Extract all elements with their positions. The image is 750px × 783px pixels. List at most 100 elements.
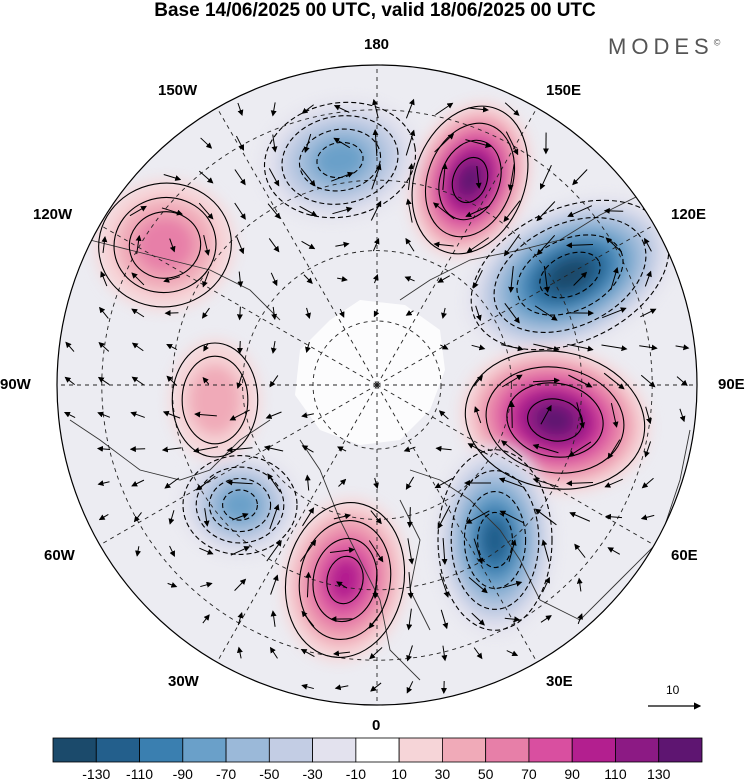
wind-vector: [100, 271, 108, 287]
wind-vector: [373, 477, 379, 489]
wind-vector: [130, 411, 145, 418]
wind-vector: [506, 650, 519, 657]
wind-vector: [541, 539, 550, 562]
wind-vector: [437, 275, 451, 283]
contour-line: [326, 555, 364, 605]
wind-vector: [465, 139, 492, 148]
wind-vector: [99, 306, 109, 319]
wind-vector: [502, 580, 523, 589]
meridian-line: [376, 384, 538, 663]
anomaly-fill: [135, 217, 195, 273]
latitude-circle: [312, 320, 442, 450]
wind-vector: [302, 507, 315, 527]
wind-vector: [679, 408, 686, 423]
wind-vector: [131, 376, 144, 386]
contour-line: [281, 115, 399, 205]
wind-vector: [503, 234, 520, 257]
wind-vector: [610, 403, 619, 428]
lon-label-180: 180: [364, 36, 390, 53]
wind-vector: [465, 205, 491, 218]
meridian-line: [216, 384, 378, 663]
wind-vector: [270, 340, 277, 354]
wind-vector: [473, 538, 484, 565]
wind-vector: [301, 683, 314, 690]
anomaly-fill: [313, 139, 367, 181]
contour-line: [181, 355, 249, 445]
wind-vector: [607, 547, 621, 555]
wind-vector: [577, 613, 583, 625]
wind-vector: [236, 646, 243, 659]
colorbar-tick-label: -10: [345, 766, 366, 782]
wind-vector: [200, 581, 213, 588]
wind-vector: [199, 547, 214, 555]
wind-vector: [406, 507, 413, 528]
wind-vector: [305, 341, 311, 354]
wind-vector: [373, 309, 380, 318]
wind-vector: [539, 164, 552, 190]
wind-vector: [499, 510, 524, 524]
colorbar-tick-label: 30: [434, 766, 451, 782]
graticule: [57, 65, 697, 705]
wind-vector: [536, 201, 556, 222]
anomaly-fill: [220, 487, 260, 523]
wind-vector: [603, 372, 625, 390]
wind-vector: [372, 98, 379, 119]
wind-vector: [504, 616, 521, 623]
wind-vector: [498, 477, 525, 488]
contour-line: [438, 139, 502, 221]
wind-vector: [372, 274, 379, 284]
wind-vector: [300, 167, 316, 187]
wind-vector: [468, 577, 488, 594]
contour-line: [195, 466, 285, 544]
colorbar-swatch: [52, 737, 97, 763]
wind-vector: [404, 276, 415, 282]
wind-vector: [267, 203, 281, 220]
wind-vector: [534, 305, 558, 321]
contour-line: [284, 502, 406, 658]
wind-vector: [438, 410, 449, 420]
colorbar-tick-label: 110: [604, 766, 627, 782]
wind-vector: [473, 374, 483, 387]
wind-vector: [533, 343, 560, 352]
wind-vector: [676, 376, 688, 387]
colorbar-tick-label: 90: [564, 766, 580, 782]
arctic-landmass: [295, 300, 445, 445]
colorbar-swatch: [268, 737, 314, 763]
wind-vector: [610, 267, 619, 291]
wind-vector: [467, 106, 489, 113]
wind-vector: [301, 104, 314, 114]
wind-vector: [566, 480, 594, 487]
colorbar-swatch: [485, 737, 530, 763]
colorbar-swatch: [95, 737, 140, 763]
lon-label-60w: 60W: [44, 547, 75, 564]
contour-line: [222, 489, 258, 521]
lon-label-90e: 90E: [718, 376, 745, 393]
wind-vector: [407, 572, 414, 599]
wind-vector: [263, 445, 284, 452]
wind-vector: [237, 271, 244, 288]
contour-line: [450, 470, 540, 610]
wind-vector: [299, 539, 317, 562]
wind-vector: [194, 411, 217, 418]
wind-vector: [97, 376, 110, 385]
map-title: Base 14/06/2025 00 UTC, valid 18/06/2025…: [154, 0, 596, 21]
colorbar-swatch: [658, 737, 703, 763]
wind-vector: [405, 310, 414, 316]
wind-vector: [403, 446, 416, 453]
meridian-line: [376, 224, 655, 386]
colorbar-swatch: [441, 737, 487, 763]
wind-vector: [266, 540, 282, 562]
brand-logo: MODES©: [608, 34, 720, 60]
wind-vector: [333, 104, 350, 113]
wind-vector: [437, 505, 451, 530]
wind-vector: [201, 307, 210, 319]
wind-vector: [465, 510, 490, 524]
colorbar-swatch: [571, 737, 616, 763]
wind-vector: [234, 578, 247, 592]
wind-vector: [237, 102, 244, 116]
wind-vector: [166, 343, 178, 350]
wind-vector: [441, 645, 448, 662]
wind-vector: [301, 412, 314, 419]
colorbar-swatch: [139, 737, 184, 763]
wind-vector: [406, 608, 413, 631]
